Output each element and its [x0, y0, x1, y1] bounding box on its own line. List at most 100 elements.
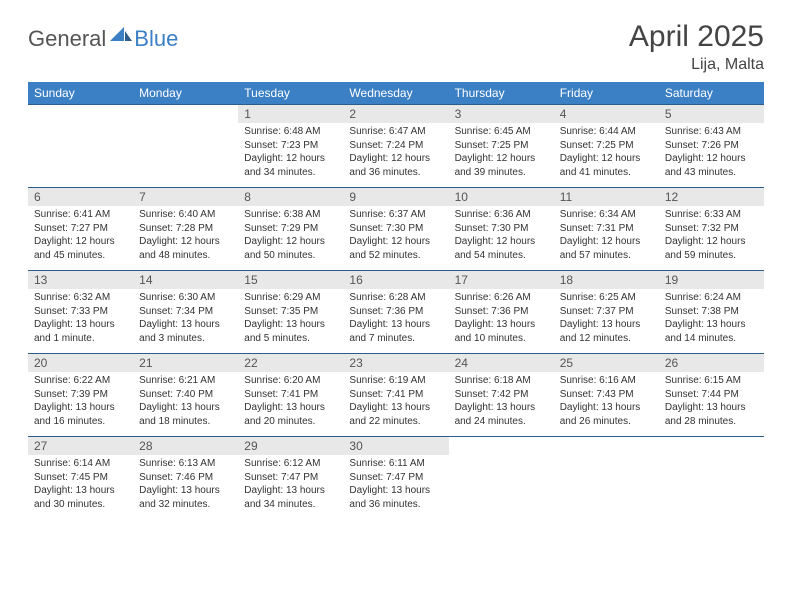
logo-text-general: General: [28, 26, 106, 52]
sunset-text: Sunset: 7:25 PM: [560, 139, 653, 153]
day-details: Sunrise: 6:18 AMSunset: 7:42 PMDaylight:…: [449, 372, 554, 432]
sunrise-text: Sunrise: 6:43 AM: [665, 125, 758, 139]
sunrise-text: Sunrise: 6:48 AM: [244, 125, 337, 139]
sunrise-text: Sunrise: 6:25 AM: [560, 291, 653, 305]
day-details: Sunrise: 6:19 AMSunset: 7:41 PMDaylight:…: [343, 372, 448, 432]
day-number: 12: [659, 188, 764, 206]
week-row: 6Sunrise: 6:41 AMSunset: 7:27 PMDaylight…: [28, 188, 764, 271]
sunrise-text: Sunrise: 6:24 AM: [665, 291, 758, 305]
day-cell: 12Sunrise: 6:33 AMSunset: 7:32 PMDayligh…: [659, 188, 764, 271]
day-details: Sunrise: 6:47 AMSunset: 7:24 PMDaylight:…: [343, 123, 448, 183]
day-details: Sunrise: 6:32 AMSunset: 7:33 PMDaylight:…: [28, 289, 133, 349]
title-block: April 2025 Lija, Malta: [629, 20, 764, 74]
sunrise-text: Sunrise: 6:19 AM: [349, 374, 442, 388]
daylight-text: Daylight: 12 hours and 52 minutes.: [349, 235, 442, 262]
sunset-text: Sunset: 7:24 PM: [349, 139, 442, 153]
day-cell: 25Sunrise: 6:16 AMSunset: 7:43 PMDayligh…: [554, 354, 659, 437]
sunset-text: Sunset: 7:23 PM: [244, 139, 337, 153]
sunrise-text: Sunrise: 6:21 AM: [139, 374, 232, 388]
day-cell: 20Sunrise: 6:22 AMSunset: 7:39 PMDayligh…: [28, 354, 133, 437]
daylight-text: Daylight: 12 hours and 43 minutes.: [665, 152, 758, 179]
day-number: 28: [133, 437, 238, 455]
day-cell: 14Sunrise: 6:30 AMSunset: 7:34 PMDayligh…: [133, 271, 238, 354]
day-cell: 2Sunrise: 6:47 AMSunset: 7:24 PMDaylight…: [343, 105, 448, 188]
daylight-text: Daylight: 13 hours and 10 minutes.: [455, 318, 548, 345]
daylight-text: Daylight: 12 hours and 41 minutes.: [560, 152, 653, 179]
sunset-text: Sunset: 7:25 PM: [455, 139, 548, 153]
sunrise-text: Sunrise: 6:37 AM: [349, 208, 442, 222]
daylight-text: Daylight: 13 hours and 12 minutes.: [560, 318, 653, 345]
sunrise-text: Sunrise: 6:41 AM: [34, 208, 127, 222]
header: General Blue April 2025 Lija, Malta: [28, 20, 764, 74]
day-cell: .: [449, 437, 554, 520]
day-number: 11: [554, 188, 659, 206]
sunrise-text: Sunrise: 6:30 AM: [139, 291, 232, 305]
sail-icon: [110, 27, 132, 41]
sunrise-text: Sunrise: 6:29 AM: [244, 291, 337, 305]
sunset-text: Sunset: 7:38 PM: [665, 305, 758, 319]
day-number: 19: [659, 271, 764, 289]
daylight-text: Daylight: 13 hours and 7 minutes.: [349, 318, 442, 345]
daylight-text: Daylight: 13 hours and 1 minute.: [34, 318, 127, 345]
logo-text-blue: Blue: [134, 26, 178, 52]
day-cell: .: [28, 105, 133, 188]
sunset-text: Sunset: 7:47 PM: [244, 471, 337, 485]
day-number: 3: [449, 105, 554, 123]
day-details: Sunrise: 6:15 AMSunset: 7:44 PMDaylight:…: [659, 372, 764, 432]
daylight-text: Daylight: 13 hours and 28 minutes.: [665, 401, 758, 428]
day-details: Sunrise: 6:14 AMSunset: 7:45 PMDaylight:…: [28, 455, 133, 515]
day-number: 14: [133, 271, 238, 289]
day-cell: .: [133, 105, 238, 188]
week-row: 20Sunrise: 6:22 AMSunset: 7:39 PMDayligh…: [28, 354, 764, 437]
sunrise-text: Sunrise: 6:16 AM: [560, 374, 653, 388]
sunrise-text: Sunrise: 6:34 AM: [560, 208, 653, 222]
sunset-text: Sunset: 7:37 PM: [560, 305, 653, 319]
day-cell: 7Sunrise: 6:40 AMSunset: 7:28 PMDaylight…: [133, 188, 238, 271]
sunset-text: Sunset: 7:27 PM: [34, 222, 127, 236]
sunset-text: Sunset: 7:26 PM: [665, 139, 758, 153]
daylight-text: Daylight: 12 hours and 57 minutes.: [560, 235, 653, 262]
weekday-wednesday: Wednesday: [343, 82, 448, 105]
daylight-text: Daylight: 13 hours and 22 minutes.: [349, 401, 442, 428]
weekday-friday: Friday: [554, 82, 659, 105]
sunset-text: Sunset: 7:47 PM: [349, 471, 442, 485]
day-number: 5: [659, 105, 764, 123]
calendar-page: General Blue April 2025 Lija, Malta Sund…: [0, 0, 792, 539]
sunrise-text: Sunrise: 6:45 AM: [455, 125, 548, 139]
day-number: 18: [554, 271, 659, 289]
day-cell: 16Sunrise: 6:28 AMSunset: 7:36 PMDayligh…: [343, 271, 448, 354]
daylight-text: Daylight: 13 hours and 16 minutes.: [34, 401, 127, 428]
day-details: Sunrise: 6:11 AMSunset: 7:47 PMDaylight:…: [343, 455, 448, 515]
day-cell: 10Sunrise: 6:36 AMSunset: 7:30 PMDayligh…: [449, 188, 554, 271]
sunset-text: Sunset: 7:36 PM: [455, 305, 548, 319]
sunset-text: Sunset: 7:32 PM: [665, 222, 758, 236]
sunrise-text: Sunrise: 6:26 AM: [455, 291, 548, 305]
day-number: 8: [238, 188, 343, 206]
daylight-text: Daylight: 13 hours and 32 minutes.: [139, 484, 232, 511]
weekday-tuesday: Tuesday: [238, 82, 343, 105]
sunrise-text: Sunrise: 6:36 AM: [455, 208, 548, 222]
day-details: Sunrise: 6:34 AMSunset: 7:31 PMDaylight:…: [554, 206, 659, 266]
daylight-text: Daylight: 12 hours and 39 minutes.: [455, 152, 548, 179]
day-cell: 11Sunrise: 6:34 AMSunset: 7:31 PMDayligh…: [554, 188, 659, 271]
daylight-text: Daylight: 13 hours and 34 minutes.: [244, 484, 337, 511]
daylight-text: Daylight: 12 hours and 45 minutes.: [34, 235, 127, 262]
day-number: 9: [343, 188, 448, 206]
sunset-text: Sunset: 7:41 PM: [244, 388, 337, 402]
sunrise-text: Sunrise: 6:44 AM: [560, 125, 653, 139]
sunrise-text: Sunrise: 6:28 AM: [349, 291, 442, 305]
day-number: 23: [343, 354, 448, 372]
sunset-text: Sunset: 7:46 PM: [139, 471, 232, 485]
daylight-text: Daylight: 13 hours and 14 minutes.: [665, 318, 758, 345]
day-details: Sunrise: 6:36 AMSunset: 7:30 PMDaylight:…: [449, 206, 554, 266]
sunset-text: Sunset: 7:44 PM: [665, 388, 758, 402]
day-cell: 1Sunrise: 6:48 AMSunset: 7:23 PMDaylight…: [238, 105, 343, 188]
day-number: 13: [28, 271, 133, 289]
calendar-grid: Sunday Monday Tuesday Wednesday Thursday…: [28, 82, 764, 519]
sunrise-text: Sunrise: 6:22 AM: [34, 374, 127, 388]
page-title: April 2025: [629, 20, 764, 54]
sunset-text: Sunset: 7:43 PM: [560, 388, 653, 402]
day-cell: 18 Sunrise: 6:25 AMSunset: 7:37 PMDayligh…: [554, 271, 659, 354]
day-details: Sunrise: 6:22 AMSunset: 7:39 PMDaylight:…: [28, 372, 133, 432]
sunset-text: Sunset: 7:40 PM: [139, 388, 232, 402]
